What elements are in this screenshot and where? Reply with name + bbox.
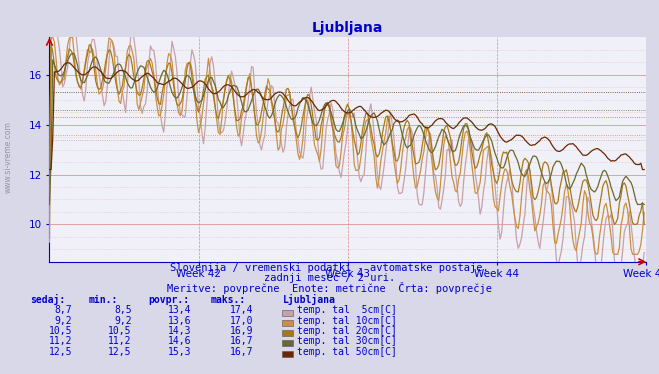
Text: 9,2: 9,2 bbox=[55, 316, 72, 325]
Text: www.si-vreme.com: www.si-vreme.com bbox=[3, 121, 13, 193]
Text: Meritve: povprečne  Enote: metrične  Črta: povprečje: Meritve: povprečne Enote: metrične Črta:… bbox=[167, 282, 492, 294]
Text: 8,5: 8,5 bbox=[114, 306, 132, 315]
Text: 11,2: 11,2 bbox=[49, 336, 72, 346]
Text: povpr.:: povpr.: bbox=[148, 295, 189, 305]
Text: sedaj:: sedaj: bbox=[30, 294, 65, 305]
Text: zadnji mesec / 2 uri.: zadnji mesec / 2 uri. bbox=[264, 273, 395, 283]
Text: 17,0: 17,0 bbox=[230, 316, 254, 325]
Text: 13,4: 13,4 bbox=[167, 306, 191, 315]
Text: 10,5: 10,5 bbox=[49, 326, 72, 335]
Text: 14,6: 14,6 bbox=[167, 336, 191, 346]
Text: 12,5: 12,5 bbox=[49, 347, 72, 356]
Text: temp. tal 20cm[C]: temp. tal 20cm[C] bbox=[297, 326, 397, 335]
Text: 12,5: 12,5 bbox=[108, 347, 132, 356]
Text: 13,6: 13,6 bbox=[167, 316, 191, 325]
Text: 17,4: 17,4 bbox=[230, 306, 254, 315]
Text: 8,7: 8,7 bbox=[55, 306, 72, 315]
Text: 16,9: 16,9 bbox=[230, 326, 254, 335]
Text: temp. tal 30cm[C]: temp. tal 30cm[C] bbox=[297, 336, 397, 346]
Text: 10,5: 10,5 bbox=[108, 326, 132, 335]
Text: 16,7: 16,7 bbox=[230, 347, 254, 356]
Text: maks.:: maks.: bbox=[211, 295, 246, 305]
Text: temp. tal 10cm[C]: temp. tal 10cm[C] bbox=[297, 316, 397, 325]
Text: 14,3: 14,3 bbox=[167, 326, 191, 335]
Text: Slovenija / vremenski podatki - avtomatske postaje.: Slovenija / vremenski podatki - avtomats… bbox=[170, 263, 489, 273]
Title: Ljubljana: Ljubljana bbox=[312, 21, 384, 35]
Text: min.:: min.: bbox=[89, 295, 119, 305]
Text: 11,2: 11,2 bbox=[108, 336, 132, 346]
Text: Ljubljana: Ljubljana bbox=[283, 294, 336, 305]
Text: 15,3: 15,3 bbox=[167, 347, 191, 356]
Text: temp. tal 50cm[C]: temp. tal 50cm[C] bbox=[297, 347, 397, 356]
Text: 16,7: 16,7 bbox=[230, 336, 254, 346]
Text: 9,2: 9,2 bbox=[114, 316, 132, 325]
Text: temp. tal  5cm[C]: temp. tal 5cm[C] bbox=[297, 306, 397, 315]
